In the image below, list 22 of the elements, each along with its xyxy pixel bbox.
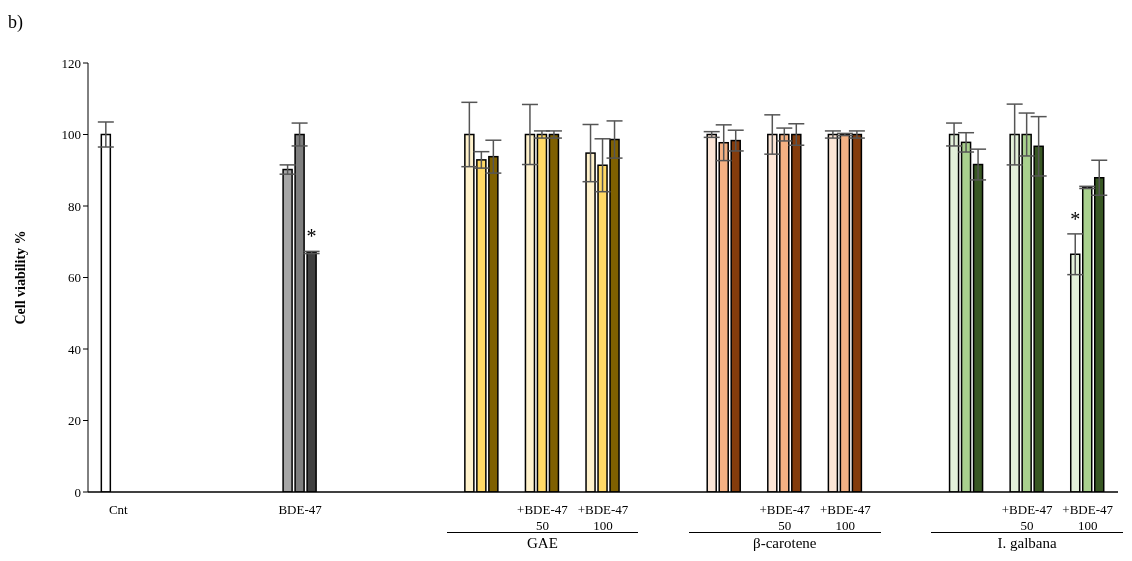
y-tick-label: 120 (61, 55, 81, 71)
x-tick-label: +BDE-47 50 (759, 502, 811, 533)
data-label: * (306, 225, 317, 248)
x-tick-label: BDE-47 (278, 502, 323, 517)
data-label: * (1070, 207, 1081, 230)
text: I. galbana (996, 535, 1058, 552)
y-tick-label: 0 (74, 484, 81, 500)
y-tick-label: 80 (68, 198, 81, 214)
x-tick-label: +BDE-47 100 (820, 502, 872, 533)
y-tick-label: 60 (68, 270, 81, 286)
chart-title: b) (8, 12, 23, 33)
text: β-carotene (752, 535, 818, 552)
y-tick-label: 40 (68, 341, 81, 357)
x-tick-label: Cnt (108, 502, 129, 517)
x-tick-label: +BDE-47 50 (1001, 502, 1053, 533)
y-axis-title: Cell viability % (12, 230, 28, 325)
text: GAE (525, 535, 559, 552)
x-tick-label: +BDE-47 100 (577, 502, 629, 533)
y-tick-label: 20 (68, 413, 81, 429)
y-tick-label: 100 (61, 127, 81, 143)
x-tick-label: +BDE-47 50 (517, 502, 569, 533)
x-tick-label: +BDE-47 100 (1062, 502, 1114, 533)
